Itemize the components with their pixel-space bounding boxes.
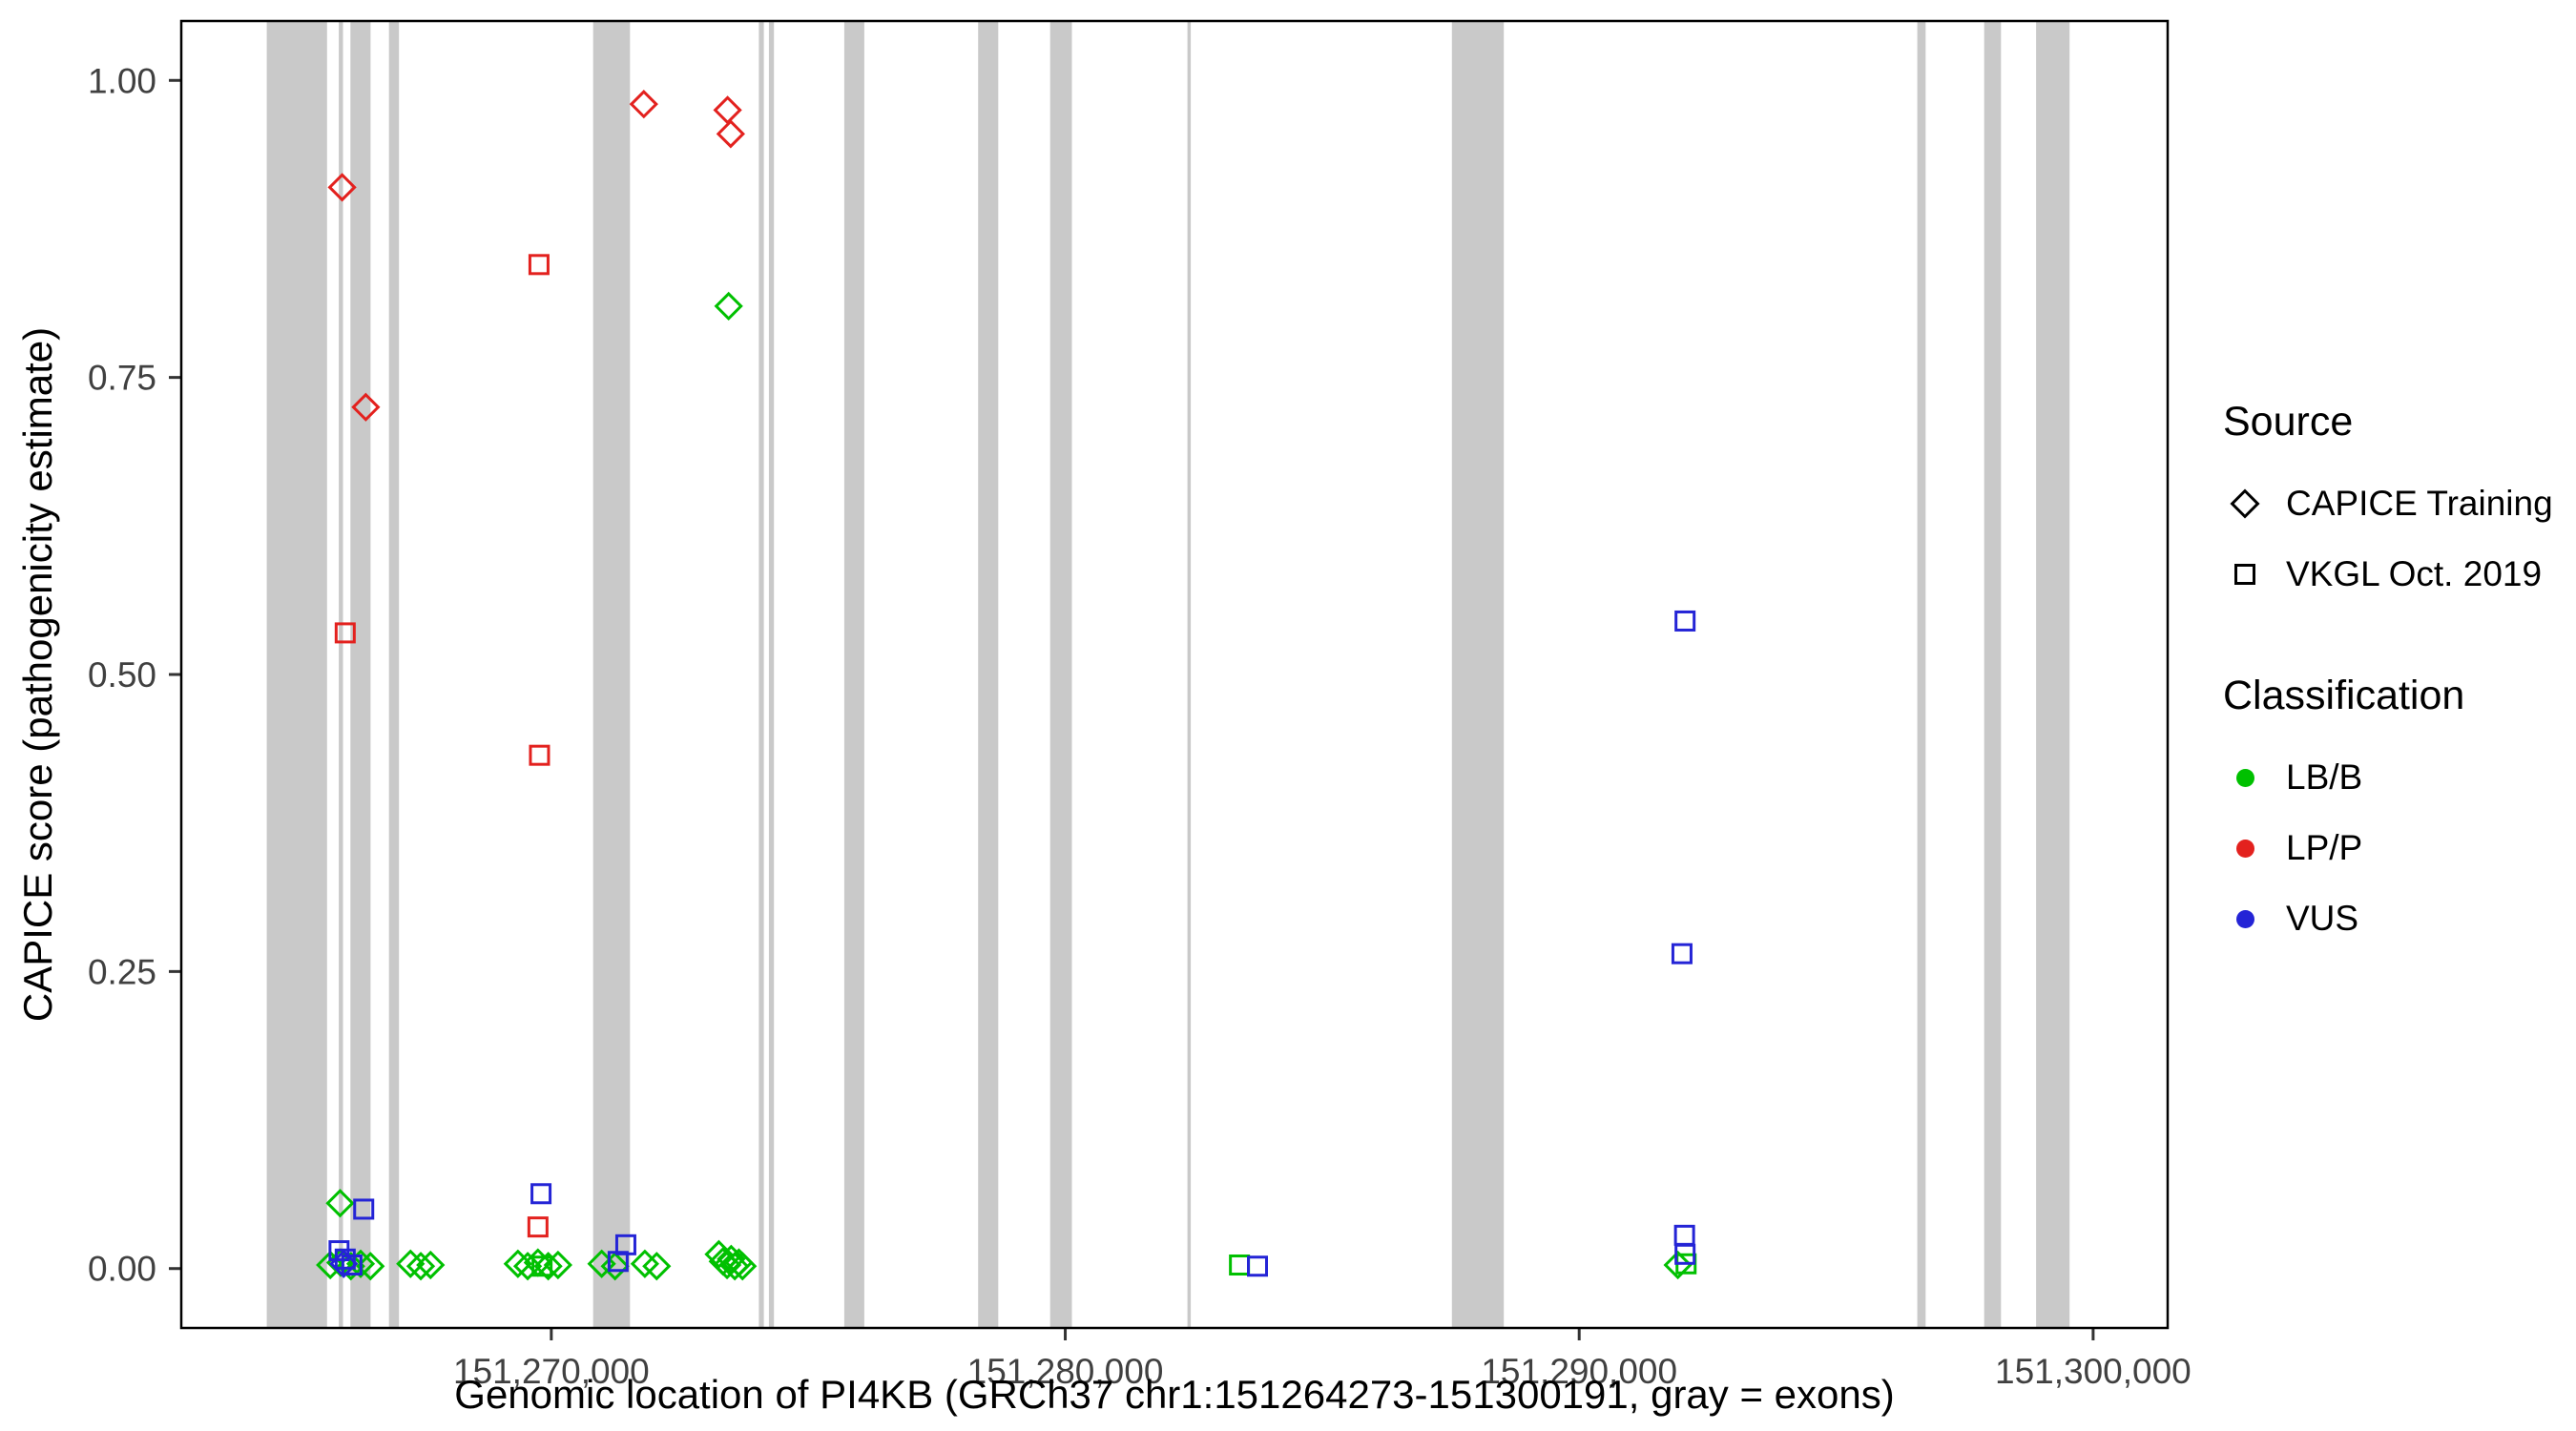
- data-point-square: [529, 744, 551, 766]
- legend: Source CAPICE Training VKGL Oct. 2019 Cl…: [2223, 399, 2553, 954]
- data-point-diamond: [396, 1249, 426, 1278]
- legend-item-label: VKGL Oct. 2019: [2286, 554, 2543, 593]
- legend-item-vkgl: VKGL Oct. 2019: [2223, 539, 2553, 610]
- data-point-diamond: [512, 1252, 543, 1281]
- data-point-square: [607, 1251, 629, 1273]
- lbb-swatch-icon: [2223, 768, 2267, 787]
- data-point-square: [1674, 610, 1696, 632]
- data-point-square: [1673, 1224, 1695, 1246]
- diamond-key-icon: [2223, 488, 2267, 519]
- exon-band: [388, 21, 400, 1328]
- data-point-diamond: [630, 1249, 660, 1278]
- legend-item-label: VUS: [2286, 899, 2359, 938]
- data-point-square: [528, 254, 550, 276]
- x-tick-label: 151,280,000: [967, 1352, 1164, 1391]
- data-point-diamond: [416, 1250, 446, 1280]
- data-point-diamond: [405, 1252, 436, 1281]
- data-point-diamond: [327, 173, 357, 202]
- legend-item-vus: VUS: [2223, 883, 2553, 954]
- legend-item-label: LB/B: [2286, 757, 2363, 797]
- legend-item-lpp: LP/P: [2223, 813, 2553, 883]
- x-tick-label: 151,270,000: [453, 1352, 650, 1391]
- data-point-diamond: [714, 291, 743, 321]
- data-point-diamond: [533, 1252, 563, 1281]
- data-point-square: [527, 1216, 549, 1238]
- lpp-swatch-icon: [2223, 839, 2267, 858]
- exon-band: [1451, 21, 1505, 1328]
- data-point-diamond: [728, 1252, 758, 1281]
- data-point-square: [1674, 1243, 1696, 1265]
- exon-band: [350, 21, 371, 1328]
- legend-item-label: CAPICE Training: [2286, 484, 2553, 523]
- data-point-square: [1229, 1254, 1251, 1275]
- exon-band: [758, 21, 764, 1328]
- y-tick-label: 0.25: [88, 952, 156, 991]
- exon-band: [2036, 21, 2070, 1328]
- exon-band: [1984, 21, 2002, 1328]
- data-point-diamond: [325, 1189, 355, 1218]
- data-point-square: [531, 1255, 553, 1277]
- vus-swatch-icon: [2223, 909, 2267, 928]
- y-axis-title: CAPICE score (pathogenicity estimate): [15, 326, 60, 1023]
- data-point-square: [353, 1198, 375, 1220]
- exon-band: [843, 21, 864, 1328]
- y-tick-label: 0.00: [88, 1250, 156, 1289]
- panel-border: [179, 19, 2170, 1330]
- data-point-square: [530, 1183, 552, 1205]
- x-axis-title: Genomic location of PI4KB (GRCh37 chr1:1…: [454, 1372, 1895, 1417]
- legend-source-title: Source: [2223, 399, 2354, 445]
- legend-item-lbb: LB/B: [2223, 742, 2553, 813]
- legend-item-label: LP/P: [2286, 828, 2363, 867]
- data-point-diamond: [1663, 1250, 1693, 1280]
- square-key-icon: [2223, 564, 2267, 585]
- data-point-diamond: [716, 119, 745, 149]
- data-point-diamond: [642, 1252, 672, 1281]
- exon-band: [1187, 21, 1192, 1328]
- exon-band: [1049, 21, 1072, 1328]
- exon-band: [266, 21, 327, 1328]
- exon-band: [592, 21, 631, 1328]
- data-point-square: [341, 1254, 363, 1275]
- data-point-diamond: [600, 1252, 630, 1281]
- data-point-square: [334, 1248, 356, 1270]
- data-point-square: [1671, 943, 1693, 964]
- x-tick-label: 151,290,000: [1481, 1352, 1677, 1391]
- exon-band: [339, 21, 343, 1328]
- exon-band: [1917, 21, 1926, 1328]
- data-point-square: [334, 622, 356, 644]
- data-point-diamond: [503, 1249, 532, 1278]
- legend-classification-title: Classification: [2223, 673, 2465, 718]
- legend-item-capice-training: CAPICE Training: [2223, 468, 2553, 539]
- data-point-diamond: [713, 95, 742, 125]
- data-point-diamond: [351, 392, 381, 422]
- y-tick-label: 1.00: [88, 61, 156, 100]
- legend-source-block: Source CAPICE Training VKGL Oct. 2019: [2223, 399, 2553, 610]
- exon-band: [978, 21, 999, 1328]
- exon-band: [768, 21, 775, 1328]
- legend-classification-block: Classification LB/B LP/P VUS: [2223, 673, 2553, 954]
- y-tick-label: 0.50: [88, 655, 156, 695]
- x-tick-label: 151,300,000: [1995, 1352, 2192, 1391]
- y-tick-label: 0.75: [88, 359, 156, 398]
- data-point-square: [1246, 1255, 1268, 1277]
- data-point-diamond: [629, 90, 658, 119]
